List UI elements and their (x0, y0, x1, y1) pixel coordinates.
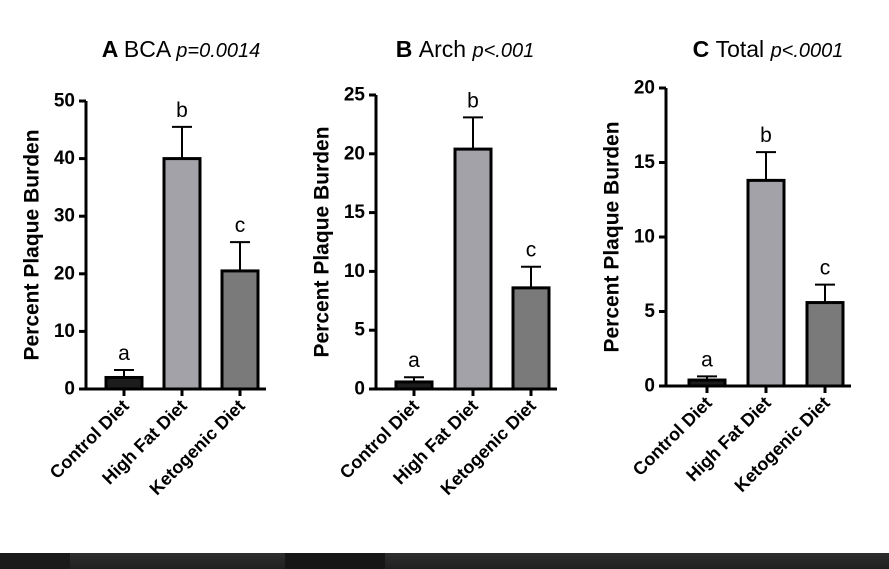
strip-segment (0, 553, 70, 569)
y-tick-label: 20 (634, 78, 655, 99)
significance-letter: a (118, 342, 130, 365)
panel-title: B Arch p<.001 (396, 36, 534, 62)
significance-letter: b (176, 99, 188, 122)
y-tick-label: 0 (354, 379, 365, 400)
bottom-dark-strip (0, 553, 889, 569)
y-axis-label: Percent Plaque Burden (311, 126, 334, 357)
p-value: p<.001 (471, 40, 534, 62)
y-tick-label: 50 (54, 91, 75, 112)
significance-letter: c (820, 257, 831, 280)
bar (394, 380, 434, 391)
bar (805, 301, 845, 388)
panel-title: C Total p<.0001 (693, 36, 844, 62)
significance-letter: a (701, 348, 713, 371)
panel-title: A BCA p=0.0014 (102, 36, 261, 62)
y-tick-label: 0 (64, 379, 75, 400)
y-tick-label: 5 (644, 301, 655, 322)
y-tick-label: 25 (344, 85, 366, 106)
significance-letter: c (526, 239, 537, 262)
y-tick-label: 30 (54, 206, 75, 227)
y-tick-label: 10 (634, 227, 655, 248)
bar (511, 286, 551, 391)
p-value: p=0.0014 (175, 40, 260, 62)
significance-letter: a (408, 349, 420, 372)
bar (687, 378, 727, 388)
bar (746, 178, 786, 388)
y-tick-label: 15 (344, 202, 366, 223)
y-axis-label: Percent Plaque Burden (21, 129, 44, 360)
significance-letter: b (760, 124, 772, 147)
y-tick-label: 20 (344, 143, 365, 164)
panel-name: Total (716, 36, 771, 62)
panel-letter: A (102, 36, 124, 62)
panel-letter: B (396, 36, 419, 62)
strip-segment (285, 553, 385, 569)
significance-letter: b (467, 89, 479, 112)
bar (453, 147, 493, 391)
y-tick-label: 40 (54, 148, 75, 169)
y-tick-label: 0 (644, 376, 655, 397)
y-tick-label: 10 (54, 321, 75, 342)
p-value: p<.0001 (770, 40, 844, 62)
bar (162, 157, 202, 391)
panel-letter: C (693, 36, 716, 62)
y-tick-label: 10 (344, 261, 365, 282)
bar (220, 269, 260, 391)
y-tick-label: 5 (354, 320, 365, 341)
significance-letter: c (235, 214, 246, 237)
y-tick-label: 20 (54, 263, 75, 284)
bar (104, 375, 144, 391)
panel-name: Arch (419, 36, 473, 62)
panel-name: BCA (124, 36, 176, 62)
y-tick-label: 15 (634, 152, 656, 173)
y-axis-label: Percent Plaque Burden (601, 121, 624, 352)
